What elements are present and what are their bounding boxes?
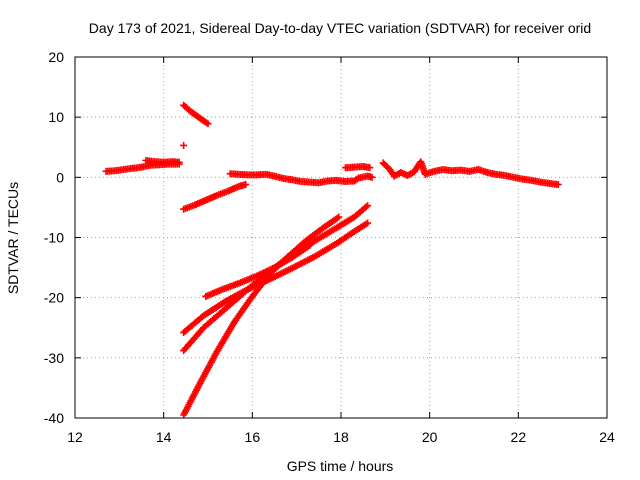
data-point: [362, 203, 370, 211]
data-point: [180, 141, 188, 149]
data-points: [102, 101, 562, 419]
data-point: [204, 120, 212, 128]
data-point: [364, 219, 372, 227]
y-tick-label: -10: [44, 230, 64, 246]
tick-labels: 12 14 16 18 20 22 24 -40 -30 -20 -10 0 10 20: [44, 49, 615, 445]
x-tick-label: 24: [599, 429, 615, 445]
x-tick-label: 18: [333, 429, 349, 445]
axis-ticks: [74, 56, 608, 419]
x-axis-label: GPS time / hours: [287, 458, 394, 474]
chart-title: Day 173 of 2021, Sidereal Day-to-day VTE…: [89, 20, 591, 36]
data-point: [306, 241, 314, 249]
x-tick-label: 12: [67, 429, 83, 445]
y-tick-label: 10: [48, 109, 64, 125]
y-tick-label: -40: [44, 410, 64, 426]
y-tick-label: -20: [44, 290, 64, 306]
data-point: [353, 175, 361, 183]
data-point: [368, 173, 376, 181]
data-point: [554, 181, 562, 189]
grid-lines: [75, 57, 607, 418]
y-axis-label: SDTVAR / TECUs: [5, 182, 21, 294]
y-tick-label: 0: [56, 169, 64, 185]
data-point: [242, 181, 250, 189]
data-point: [335, 213, 343, 221]
y-tick-label: -30: [44, 350, 64, 366]
x-tick-label: 22: [511, 429, 527, 445]
x-tick-label: 14: [156, 429, 172, 445]
data-point: [203, 119, 211, 127]
y-tick-label: 20: [48, 49, 64, 65]
plot-frame: [74, 56, 608, 419]
x-tick-label: 16: [245, 429, 261, 445]
x-tick-label: 20: [422, 429, 438, 445]
data-point: [366, 164, 374, 172]
data-point: [364, 202, 372, 210]
data-point: [175, 158, 183, 166]
